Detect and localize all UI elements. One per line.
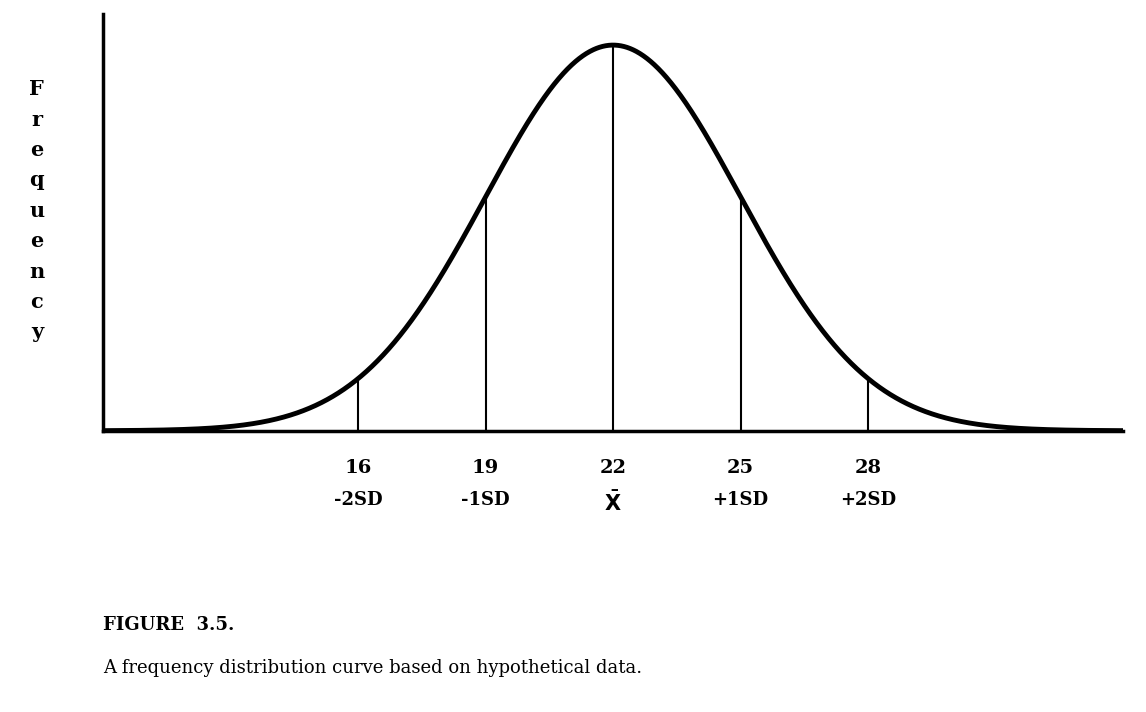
Text: 28: 28 bbox=[855, 459, 881, 476]
Text: c: c bbox=[31, 292, 44, 312]
Text: +1SD: +1SD bbox=[713, 491, 769, 508]
Text: r: r bbox=[31, 110, 42, 130]
Text: 22: 22 bbox=[599, 459, 627, 476]
Text: F: F bbox=[30, 79, 45, 99]
Text: $\mathbf{\bar{X}}$: $\mathbf{\bar{X}}$ bbox=[604, 491, 622, 515]
Text: n: n bbox=[29, 261, 45, 282]
Text: 16: 16 bbox=[345, 459, 371, 476]
Text: +2SD: +2SD bbox=[840, 491, 896, 508]
Text: e: e bbox=[30, 231, 44, 251]
Text: -2SD: -2SD bbox=[333, 491, 383, 508]
Text: e: e bbox=[30, 140, 44, 160]
Text: q: q bbox=[30, 170, 45, 190]
Text: 19: 19 bbox=[472, 459, 500, 476]
Text: u: u bbox=[30, 201, 45, 221]
Text: -1SD: -1SD bbox=[462, 491, 510, 508]
Text: 25: 25 bbox=[727, 459, 754, 476]
Text: A frequency distribution curve based on hypothetical data.: A frequency distribution curve based on … bbox=[103, 659, 642, 676]
Text: FIGURE  3.5.: FIGURE 3.5. bbox=[103, 616, 235, 634]
Text: y: y bbox=[31, 323, 42, 342]
